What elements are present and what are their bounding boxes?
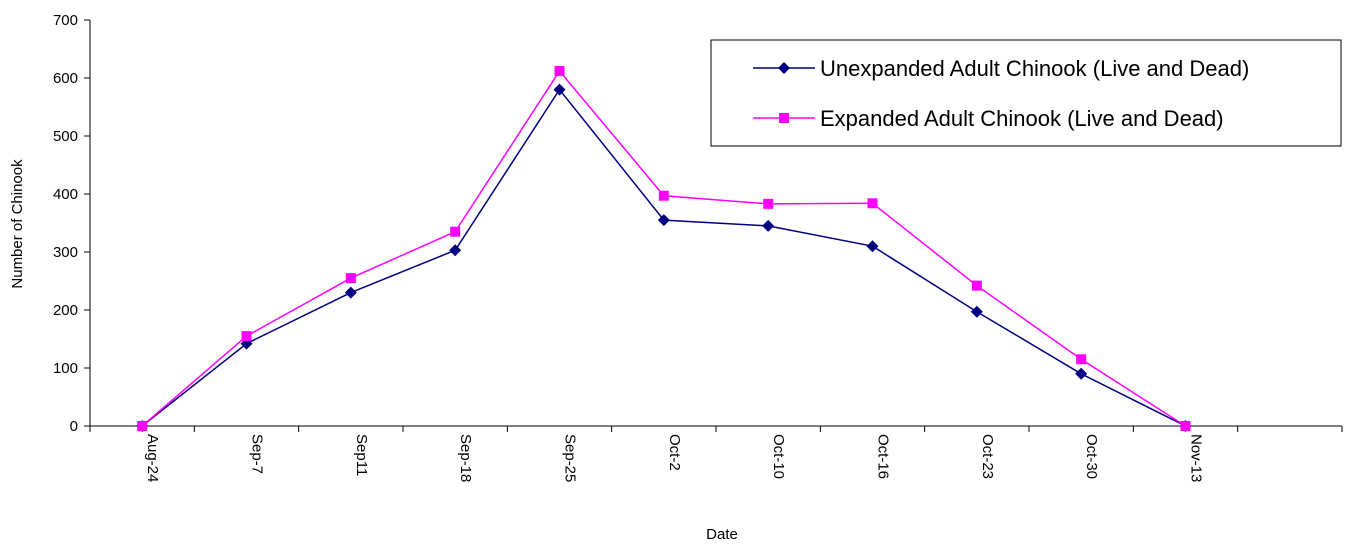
x-tick-label: Oct-10 bbox=[770, 434, 787, 479]
data-point-square bbox=[345, 273, 356, 284]
data-point-square bbox=[241, 331, 252, 342]
x-tick-label: Sep-7 bbox=[249, 434, 266, 474]
data-point-square bbox=[658, 190, 669, 201]
data-point-square bbox=[1076, 354, 1087, 365]
y-tick-label: 400 bbox=[53, 186, 78, 203]
x-tick-label: Sep11 bbox=[353, 434, 370, 476]
y-tick-label: 700 bbox=[53, 12, 78, 29]
data-point-square bbox=[450, 226, 461, 237]
x-tick-label: Nov-13 bbox=[1188, 434, 1205, 482]
x-axis-title: Date bbox=[706, 526, 738, 543]
data-point-diamond bbox=[344, 286, 357, 299]
data-point-diamond bbox=[449, 244, 462, 257]
x-tick-label: Aug-24 bbox=[144, 434, 161, 482]
x-tick-label: Oct-23 bbox=[979, 434, 996, 479]
data-point-diamond bbox=[657, 214, 670, 227]
x-tick-label: Oct-16 bbox=[875, 434, 892, 479]
data-point-diamond bbox=[866, 240, 879, 253]
legend-item-expanded: Expanded Adult Chinook (Live and Dead) bbox=[753, 106, 1224, 131]
data-point-square bbox=[554, 66, 565, 77]
data-point-square bbox=[867, 198, 878, 209]
data-point-square bbox=[1180, 421, 1191, 431]
y-axis-ticks: 0 100 200 300 400 500 600 700 bbox=[53, 12, 90, 435]
legend-marker-diamond-icon bbox=[778, 62, 790, 74]
legend-label-expanded: Expanded Adult Chinook (Live and Dead) bbox=[820, 106, 1224, 131]
data-point-square bbox=[137, 421, 148, 431]
x-tick-label: Oct-2 bbox=[666, 434, 683, 471]
legend-marker-square-icon bbox=[779, 113, 789, 123]
y-tick-label: 600 bbox=[53, 70, 78, 87]
data-point-diamond bbox=[1075, 367, 1088, 380]
y-tick-label: 100 bbox=[53, 360, 78, 377]
x-tick-label: Oct-30 bbox=[1083, 434, 1100, 479]
data-point-square bbox=[971, 280, 982, 291]
y-tick-label: 200 bbox=[53, 302, 78, 319]
x-tick-label: Sep-18 bbox=[457, 434, 474, 482]
x-tick-label: Sep-25 bbox=[562, 434, 579, 482]
legend-item-unexpanded: Unexpanded Adult Chinook (Live and Dead) bbox=[753, 56, 1249, 81]
data-point-diamond bbox=[762, 219, 775, 232]
data-point-square bbox=[763, 198, 774, 209]
y-tick-label: 300 bbox=[53, 244, 78, 261]
y-tick-label: 0 bbox=[70, 418, 78, 435]
y-axis-title: Number of Chinook bbox=[9, 159, 26, 289]
legend: Unexpanded Adult Chinook (Live and Dead)… bbox=[710, 39, 1342, 147]
data-point-diamond bbox=[970, 305, 983, 318]
series-layer bbox=[136, 66, 1192, 432]
y-tick-label: 500 bbox=[53, 128, 78, 145]
data-point-diamond bbox=[553, 83, 566, 96]
legend-label-unexpanded: Unexpanded Adult Chinook (Live and Dead) bbox=[820, 56, 1249, 81]
x-axis-ticks: Aug-24 Sep-7 Sep11 Sep-18 Sep-25 Oct-2 Oct-10 O… bbox=[89, 426, 1343, 482]
legend-box bbox=[710, 39, 1342, 147]
series-expanded bbox=[137, 66, 1191, 431]
